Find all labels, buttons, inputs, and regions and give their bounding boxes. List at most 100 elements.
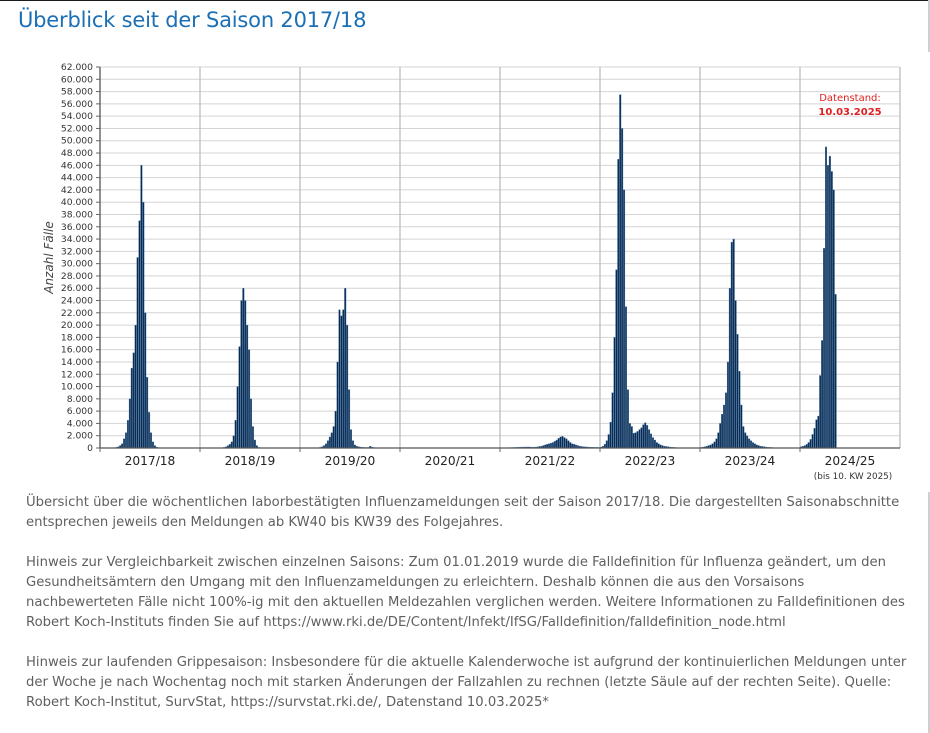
y-tick-label: 46.000 — [61, 160, 93, 171]
bar — [730, 241, 733, 449]
bar — [338, 309, 341, 449]
annotation-label: Datenstand: — [819, 93, 881, 104]
bar — [344, 288, 347, 449]
bar — [711, 443, 714, 449]
y-tick-label: 56.000 — [61, 99, 93, 110]
bar — [125, 432, 127, 449]
y-tick-label: 4.000 — [67, 418, 93, 429]
bar — [240, 300, 243, 449]
bar — [734, 300, 737, 449]
y-tick-label: 20.000 — [61, 320, 93, 331]
bar — [238, 346, 241, 449]
y-tick-label: 34.000 — [61, 234, 93, 245]
bar — [626, 389, 629, 449]
bar — [128, 398, 131, 449]
y-tick-label: 62.000 — [61, 62, 93, 73]
y-tick-label: 8.000 — [67, 394, 93, 405]
bar — [613, 337, 616, 449]
bar — [621, 128, 624, 449]
bar — [326, 440, 329, 449]
bar — [657, 443, 660, 449]
bar — [248, 349, 251, 449]
bar — [148, 412, 151, 449]
bar — [719, 423, 722, 449]
bar — [815, 419, 818, 449]
bar — [750, 440, 752, 449]
bar — [548, 443, 551, 449]
y-tick-label: 10.000 — [61, 382, 93, 393]
bar — [346, 324, 349, 449]
y-tick-label: 42.000 — [61, 185, 93, 196]
bar — [150, 432, 152, 449]
bar — [611, 392, 614, 449]
y-tick-label: 36.000 — [61, 222, 93, 233]
bar — [615, 269, 618, 449]
bar — [809, 439, 812, 449]
bar — [738, 371, 741, 449]
bar — [130, 367, 133, 449]
bar — [246, 324, 249, 449]
bar — [717, 432, 720, 449]
y-axis-title: Anzahl Fälle — [42, 221, 56, 295]
bar — [644, 422, 647, 449]
y-tick-label: 58.000 — [61, 87, 93, 98]
bar — [740, 404, 743, 449]
bar — [638, 429, 641, 449]
y-tick-label: 30.000 — [61, 259, 93, 270]
bar — [230, 441, 233, 449]
bar — [550, 442, 552, 449]
y-tick-label: 50.000 — [61, 136, 93, 147]
bar — [253, 439, 256, 449]
bar — [828, 155, 831, 449]
bar — [234, 420, 237, 449]
bar — [242, 288, 245, 449]
y-tick-label: 38.000 — [61, 209, 93, 220]
chart-background — [0, 52, 930, 492]
x-tick-label: 2022/23 — [625, 454, 676, 468]
chart-axes: 02.0004.0006.0008.00010.00012.00014.0001… — [42, 62, 900, 482]
bar — [138, 220, 141, 449]
bar — [826, 165, 829, 449]
bar — [619, 94, 622, 449]
y-tick-label: 6.000 — [67, 406, 93, 417]
y-tick-label: 60.000 — [61, 74, 93, 85]
bar — [713, 441, 716, 449]
bar — [751, 442, 754, 449]
bar — [332, 426, 335, 449]
bar — [551, 442, 554, 449]
bar — [348, 389, 351, 449]
bar — [136, 257, 139, 449]
bar — [715, 438, 718, 449]
bar — [132, 352, 135, 449]
y-tick-label: 16.000 — [61, 345, 93, 356]
bar — [563, 437, 566, 449]
bar — [328, 436, 331, 449]
bar — [832, 189, 835, 449]
y-tick-label: 44.000 — [61, 173, 93, 184]
y-tick-label: 26.000 — [61, 283, 93, 294]
bar — [625, 306, 627, 449]
bar — [651, 437, 654, 449]
chart-grid — [99, 66, 901, 449]
bar — [142, 202, 145, 449]
bar — [728, 288, 731, 449]
bar — [140, 165, 143, 449]
bar — [811, 434, 814, 449]
y-tick-label: 24.000 — [61, 296, 93, 307]
bar — [746, 435, 749, 449]
bar — [250, 398, 252, 449]
caption-overview: Übersicht über die wöchentlichen laborbe… — [26, 495, 900, 530]
bar — [632, 433, 635, 449]
y-tick-label: 12.000 — [61, 369, 93, 380]
bar — [336, 361, 339, 449]
bar — [817, 415, 820, 449]
bar — [650, 433, 652, 449]
bar — [753, 443, 756, 449]
bar — [653, 439, 656, 449]
bar — [834, 294, 837, 449]
bar — [636, 431, 639, 449]
y-tick-label: 32.000 — [61, 246, 93, 257]
bar — [807, 442, 810, 449]
bar — [721, 414, 724, 449]
bar — [553, 441, 556, 449]
